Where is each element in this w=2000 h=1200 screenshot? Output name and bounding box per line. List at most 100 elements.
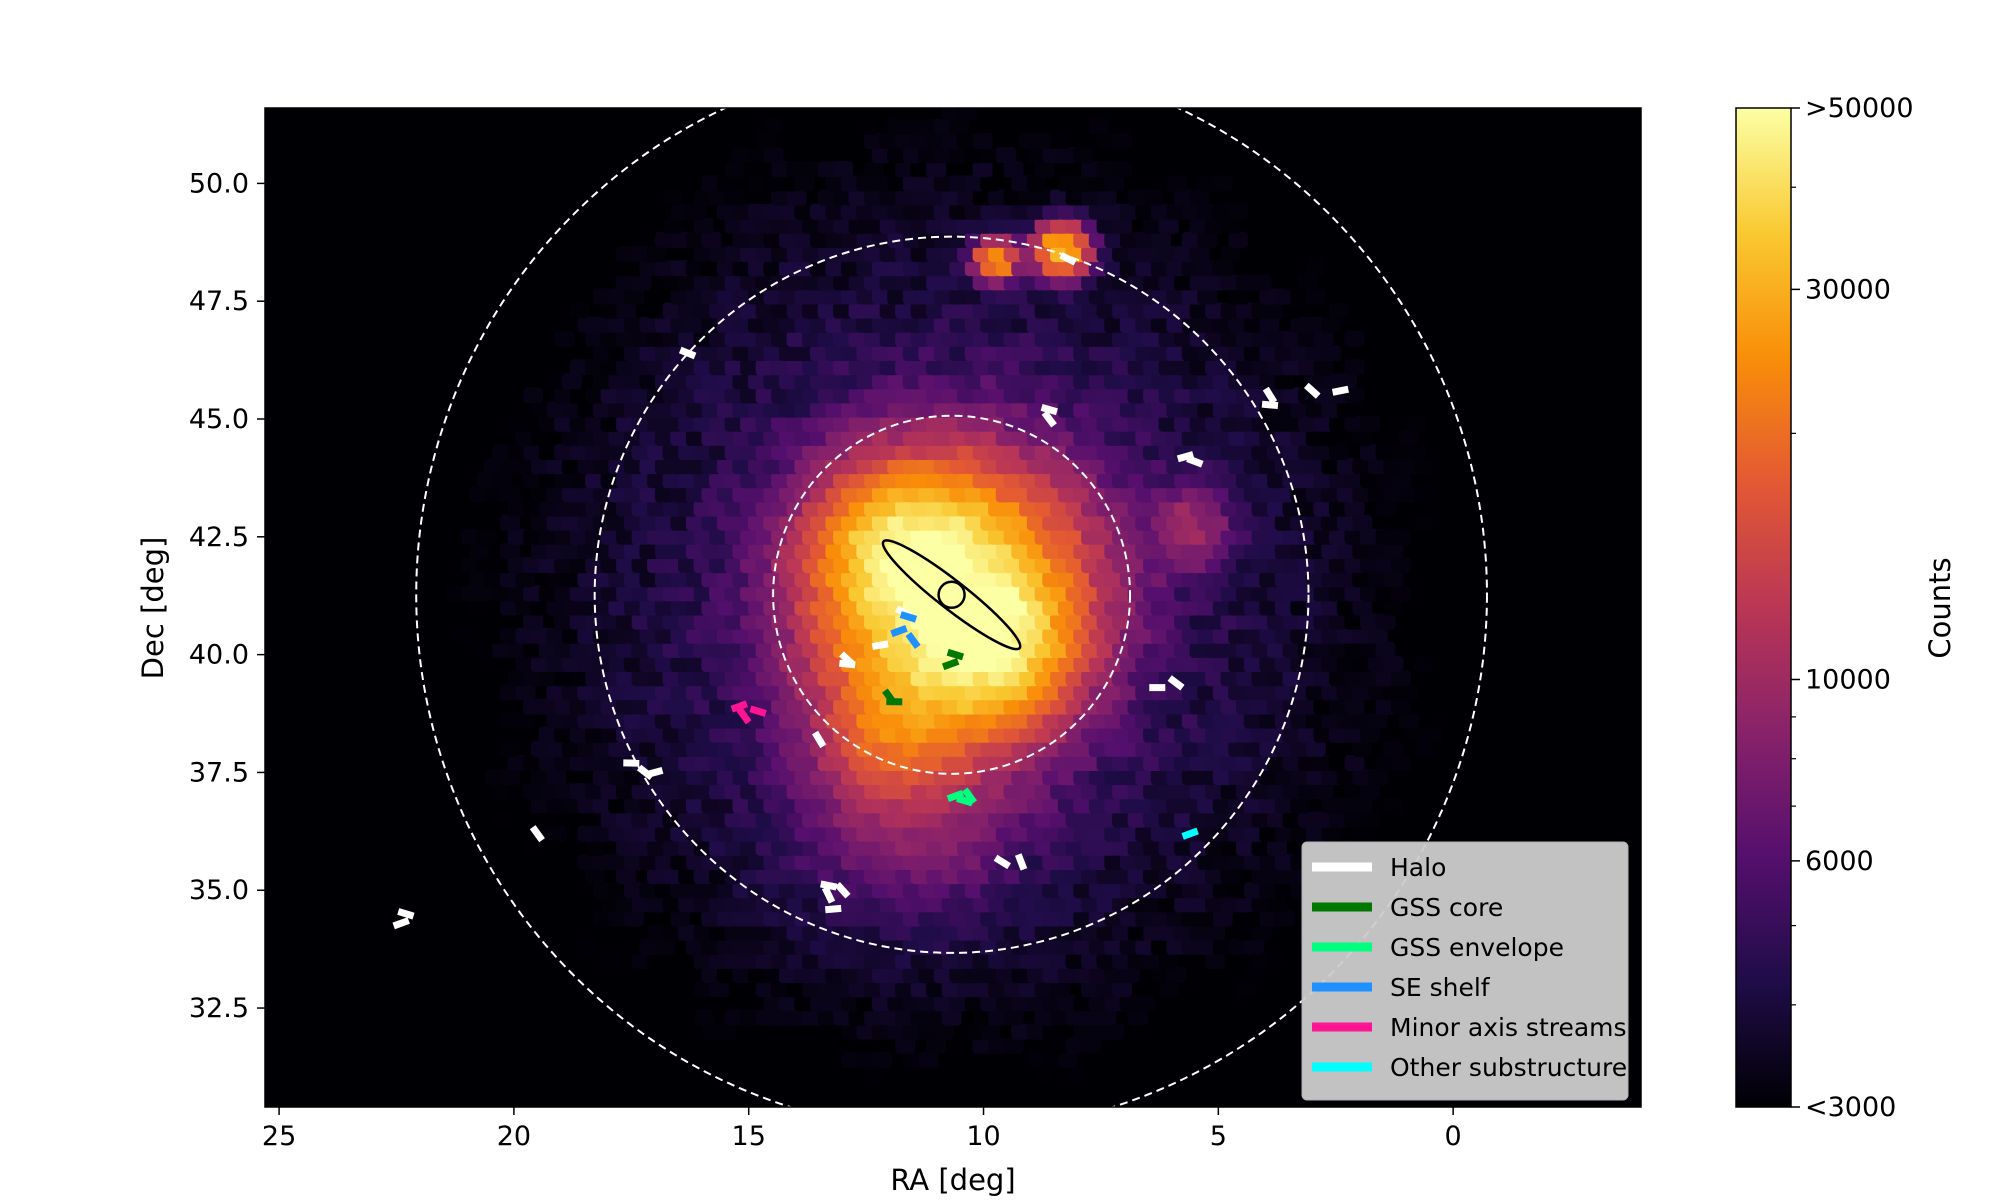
density-cell xyxy=(972,839,993,856)
density-cell xyxy=(693,274,714,291)
density-cell xyxy=(724,868,745,885)
density-cell xyxy=(1073,882,1094,899)
density-cell xyxy=(1212,740,1233,757)
density-cell xyxy=(856,599,877,616)
density-cell xyxy=(933,514,954,531)
density-cell xyxy=(600,302,621,319)
density-cell xyxy=(662,726,683,743)
density-cell xyxy=(778,571,799,588)
density-cell xyxy=(608,599,629,616)
density-cell xyxy=(1259,345,1280,361)
field-marker xyxy=(821,886,836,904)
density-cell xyxy=(1282,274,1303,291)
density-cell xyxy=(538,698,559,715)
density-cell xyxy=(693,670,714,687)
density-cell xyxy=(926,161,947,178)
density-cell xyxy=(709,839,730,856)
density-cell xyxy=(1174,359,1195,376)
density-cell xyxy=(778,967,799,984)
density-cell xyxy=(1228,627,1249,644)
density-cell xyxy=(577,401,598,418)
density-cell xyxy=(910,670,931,687)
density-cell xyxy=(1081,161,1102,178)
density-cell xyxy=(902,1051,923,1068)
density-cell xyxy=(709,302,730,319)
density-cell xyxy=(678,811,699,828)
density-cell xyxy=(879,302,900,319)
density-cell xyxy=(980,967,1001,984)
density-cell xyxy=(1181,599,1202,616)
density-cell xyxy=(809,543,830,559)
density-cell xyxy=(879,783,900,800)
density-cell xyxy=(585,670,606,687)
density-cell xyxy=(933,373,954,390)
density-cell xyxy=(631,528,652,545)
density-cell xyxy=(1212,543,1233,559)
density-cell xyxy=(817,500,838,517)
density-cell xyxy=(1096,585,1117,602)
density-cell xyxy=(964,1023,985,1040)
density-cell xyxy=(817,528,838,545)
density-cell xyxy=(1150,401,1171,418)
density-cell xyxy=(933,627,954,644)
density-cell xyxy=(1398,458,1419,475)
density-cell xyxy=(1135,514,1156,531)
density-cell xyxy=(755,444,776,460)
density-cell xyxy=(577,514,598,531)
density-cell xyxy=(585,500,606,517)
density-cell xyxy=(1073,175,1094,192)
density-cell xyxy=(1011,882,1032,899)
density-cell xyxy=(1313,500,1334,517)
density-cell xyxy=(1143,698,1164,715)
density-cell xyxy=(1336,543,1357,559)
density-cell xyxy=(995,514,1016,531)
density-cell xyxy=(794,401,815,418)
density-cell xyxy=(1290,571,1311,588)
density-cell xyxy=(771,981,792,998)
density-cell xyxy=(1065,189,1086,206)
density-cell xyxy=(592,740,613,757)
density-cell xyxy=(1181,401,1202,418)
density-cell xyxy=(1220,302,1241,319)
field-marker xyxy=(1331,385,1349,396)
density-cell xyxy=(1352,712,1373,729)
density-cell xyxy=(1228,797,1249,814)
density-cell xyxy=(1127,528,1148,545)
density-cell xyxy=(918,1023,939,1040)
density-cell xyxy=(1336,373,1357,390)
density-cell xyxy=(794,316,815,333)
density-cell xyxy=(972,274,993,291)
density-cell xyxy=(1112,274,1133,291)
density-cell xyxy=(848,246,869,263)
density-cell xyxy=(1259,656,1280,672)
density-cell xyxy=(1290,712,1311,729)
density-cell xyxy=(654,684,675,701)
density-cell xyxy=(1104,938,1125,955)
density-cell xyxy=(1127,444,1148,460)
density-cell xyxy=(1228,345,1249,361)
density-cell xyxy=(902,486,923,503)
density-cell xyxy=(1003,585,1024,602)
density-cell xyxy=(817,952,838,969)
density-cell xyxy=(1391,528,1411,545)
density-cell xyxy=(802,359,823,376)
density-cell xyxy=(577,429,598,446)
density-cell xyxy=(1034,302,1055,319)
density-cell xyxy=(701,231,722,248)
density-cell xyxy=(1026,938,1047,955)
density-cell xyxy=(1034,330,1055,347)
density-cell xyxy=(461,585,482,602)
density-cell xyxy=(1088,316,1109,333)
density-cell xyxy=(1321,656,1342,672)
legend-label: Other substructure xyxy=(1390,1053,1627,1082)
density-cell xyxy=(825,740,846,757)
density-cell xyxy=(957,500,978,517)
density-cell xyxy=(569,755,590,771)
density-cell xyxy=(1034,528,1055,545)
density-cell xyxy=(1119,345,1140,361)
density-cell xyxy=(561,514,582,531)
density-cell xyxy=(802,641,823,658)
density-cell xyxy=(1104,458,1125,475)
density-cell xyxy=(809,288,830,305)
density-cell xyxy=(693,246,714,263)
